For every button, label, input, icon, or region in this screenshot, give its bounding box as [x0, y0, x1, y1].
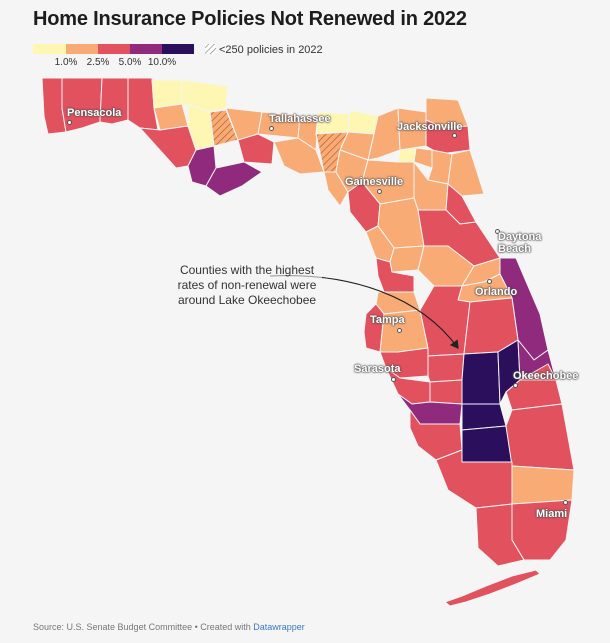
map-annotation: Counties with the highest rates of non-r…	[172, 263, 322, 308]
county-dixie	[323, 171, 349, 207]
county-franklin	[205, 161, 263, 197]
county-sumter	[389, 245, 425, 273]
legend-tick-1: 1.0%	[54, 57, 78, 68]
legend-swatch-2	[66, 44, 98, 54]
county-broward	[511, 465, 575, 505]
orlando-dot	[487, 279, 492, 284]
county-hamilton	[347, 109, 379, 135]
legend-swatch-5	[162, 44, 194, 54]
county-hendry	[461, 425, 513, 463]
jacksonville-dot	[452, 133, 457, 138]
city-label-pensacola: Pensacola	[67, 107, 122, 119]
legend-tick-4: 10.0%	[147, 57, 177, 68]
county-hernando	[375, 257, 415, 293]
city-label-daytona-line2: Beach	[498, 243, 532, 255]
legend-tick-3: 5.0%	[118, 57, 142, 68]
city-label-miami: Miami	[536, 508, 568, 520]
city-label-orlando: Orlando	[475, 286, 518, 298]
source-credit: Source: U.S. Senate Budget Committee • C…	[33, 622, 305, 632]
florida-keys	[444, 569, 541, 607]
sarasota-dot	[391, 377, 396, 382]
color-legend: 1.0% 2.5% 5.0% 10.0% <250 policies in 20…	[33, 44, 373, 74]
pensacola-dot	[67, 120, 72, 125]
county-holmes	[151, 79, 183, 109]
city-label-daytona-line1: Daytona	[498, 231, 542, 243]
legend-swatch-4	[130, 44, 162, 54]
chart-title: Home Insurance Policies Not Renewed in 2…	[33, 8, 467, 30]
city-label-okeechobee: Okeechobee	[513, 370, 579, 382]
county-st-lucie	[519, 363, 557, 381]
miami-dot	[563, 500, 568, 505]
tampa-dot	[397, 328, 402, 333]
city-label-sarasota: Sarasota	[354, 363, 401, 375]
county-martin	[505, 379, 563, 411]
legend-hatch-label: <250 policies in 2022	[219, 44, 323, 56]
city-label-tampa: Tampa	[370, 314, 405, 326]
county-palm-beach	[505, 403, 575, 471]
county-okaloosa	[99, 77, 129, 125]
county-monroe-mainland	[475, 503, 525, 567]
daytona-beach-dot	[495, 229, 500, 234]
county-union	[397, 147, 417, 163]
county-hardee	[427, 353, 465, 383]
city-label-gainesville: Gainesville	[345, 176, 404, 188]
legend-swatch-1	[33, 44, 66, 54]
legend-hatch-swatch	[205, 44, 216, 54]
gainesville-dot	[377, 189, 382, 194]
county-wakulla	[237, 133, 275, 165]
tallahassee-dot	[269, 126, 274, 131]
city-label-tallahassee: Tallahassee	[269, 113, 331, 125]
county-stjohns	[447, 149, 485, 197]
county-bay	[139, 125, 197, 169]
city-label-jacksonville: Jacksonville	[397, 121, 463, 133]
datawrapper-link[interactable]: Datawrapper	[253, 622, 305, 632]
county-desoto	[429, 379, 463, 405]
legend-tick-2: 2.5%	[86, 57, 110, 68]
legend-swatch-3	[98, 44, 130, 54]
okeechobee-dot	[513, 383, 518, 388]
county-washington	[153, 103, 189, 131]
county-highlands	[461, 351, 501, 405]
source-text: Source: U.S. Senate Budget Committee • C…	[33, 622, 254, 632]
